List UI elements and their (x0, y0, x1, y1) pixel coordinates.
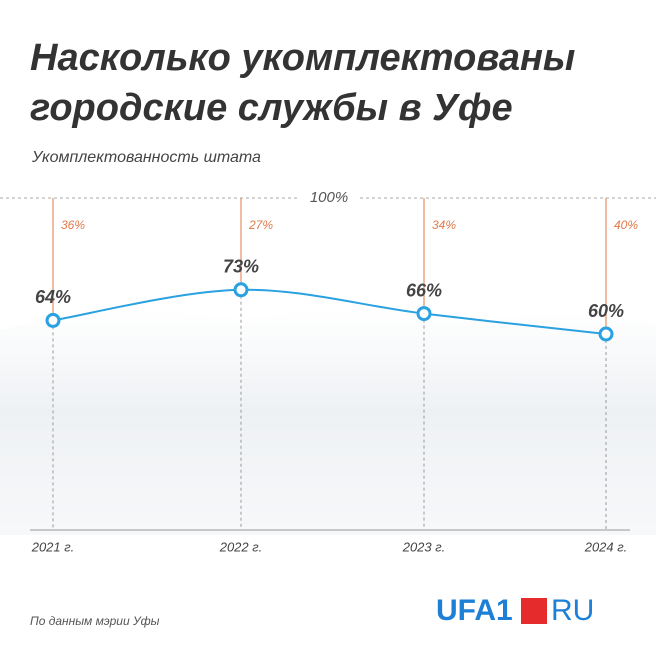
x-tick-label: 2024 г. (584, 539, 628, 554)
x-tick-label: 2021 г. (31, 539, 75, 554)
title-line: Насколько укомплектованы (30, 37, 575, 79)
series-line (52, 288, 607, 335)
logo-icon (521, 598, 547, 624)
point (45, 312, 61, 328)
logo-main: UFA1 (436, 594, 513, 627)
value-label: 66% (406, 280, 442, 300)
title-line: городские службы в Уфе (30, 87, 513, 129)
value-label: 73% (223, 257, 259, 277)
source: По данным мэрии Уфы (30, 614, 160, 628)
reference-label: 100% (310, 189, 348, 206)
x-tick-label: 2023 г. (402, 539, 446, 554)
reference-label-bg (300, 188, 358, 208)
subtitle: Укомплектованность штата (31, 149, 261, 166)
value-label: 64% (35, 287, 71, 307)
gap-label: 34% (432, 218, 456, 232)
gap-label: 40% (614, 218, 638, 232)
logo-suffix: RU (551, 594, 594, 627)
value-label: 60% (588, 301, 624, 321)
point (416, 306, 432, 322)
snow (0, 310, 656, 535)
point (233, 282, 249, 298)
point (598, 326, 614, 342)
gap-label: 36% (61, 218, 85, 232)
x-tick-label: 2022 г. (219, 539, 263, 554)
gap-label: 27% (248, 218, 273, 232)
